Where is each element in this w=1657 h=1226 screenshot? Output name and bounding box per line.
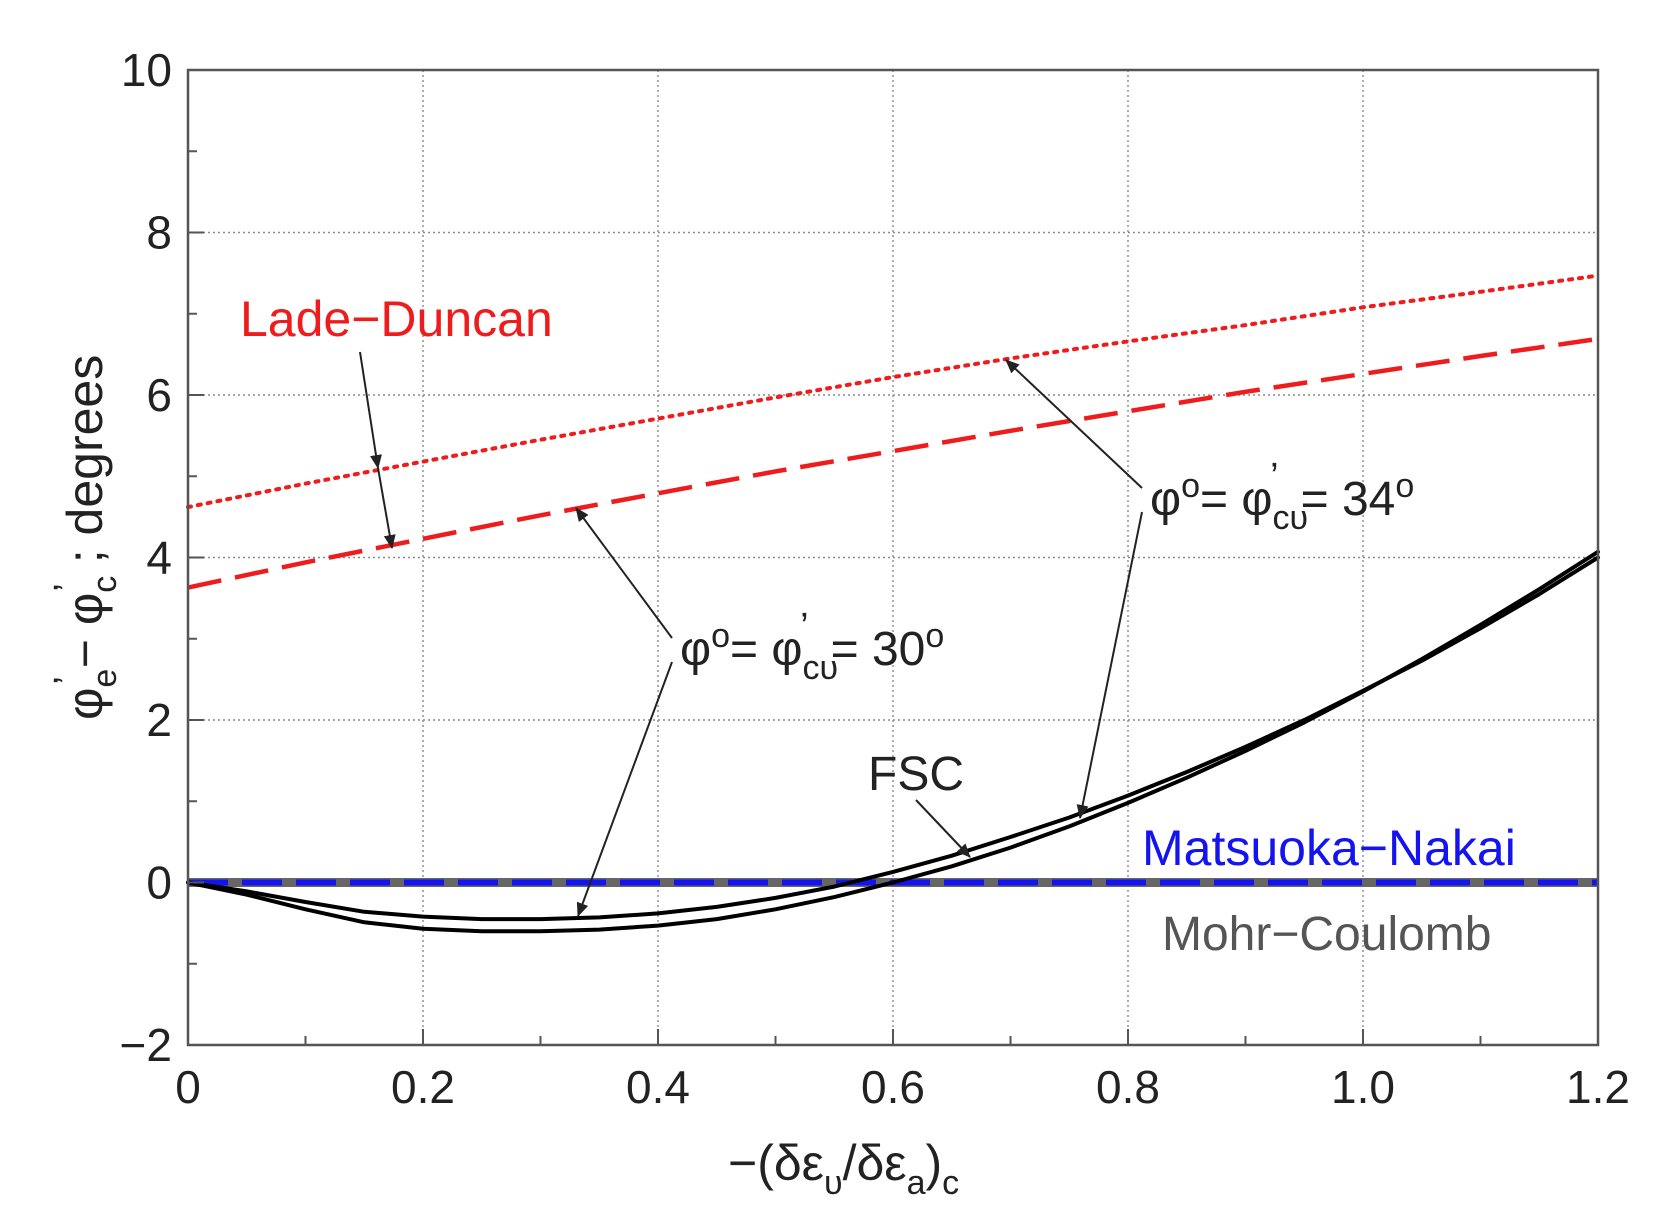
y-tick-label: 0 <box>146 857 172 909</box>
y-tick-label: 2 <box>146 694 172 746</box>
tick-marks <box>187 69 1599 1046</box>
y-tick-label: 8 <box>146 207 172 259</box>
y-tick-label: 6 <box>146 369 172 421</box>
matsuoka-nakai-label: Matsuoka−Nakai <box>1142 820 1516 876</box>
y-tick-label: 10 <box>121 44 172 96</box>
x-axis-label: −(δευ/δεa)c <box>728 1135 959 1202</box>
y-tick-label: −2 <box>120 1019 172 1071</box>
phi-30-label: φo= φcυ’ = 30o <box>680 606 944 687</box>
y-tick-label: 4 <box>146 532 172 584</box>
x-tick-label: 0.2 <box>391 1061 455 1113</box>
x-tick-label: 1.0 <box>1331 1061 1395 1113</box>
series-layer <box>186 273 1600 934</box>
arrow-phi34-fsc <box>1076 511 1143 819</box>
x-tick-label: 1.2 <box>1566 1061 1630 1113</box>
y-axis-label: φe’− φc’; degrees <box>47 355 124 720</box>
annotation-arrows <box>359 351 1143 917</box>
arrow-lade-duncan-dotted <box>359 351 382 469</box>
arrow-phi34-dotted <box>1005 359 1143 489</box>
fsc-label: FSC <box>868 748 964 801</box>
x-tick-label: 0.6 <box>861 1061 925 1113</box>
x-tick-label: 0 <box>175 1061 201 1113</box>
series-line-lade-duncan-30 <box>187 336 1599 590</box>
mohr-coulomb-label: Mohr−Coulomb <box>1162 908 1491 961</box>
arrow-phi30-dashed <box>575 507 673 639</box>
arrow-fsc <box>915 799 971 858</box>
grid <box>188 70 1598 1045</box>
series-line-fsc-34 <box>186 549 1600 934</box>
lade-duncan-label: Lade−Duncan <box>240 291 553 347</box>
x-tick-label: 0.4 <box>626 1061 690 1113</box>
arrow-lade-duncan-dashed <box>377 467 396 549</box>
arrow-phi30-fsc <box>576 661 673 917</box>
series-line-lade-duncan-34 <box>186 273 1600 510</box>
phi-34-label: φo= φcυ’ = 34o <box>1150 456 1414 537</box>
x-tick-label: 0.8 <box>1096 1061 1160 1113</box>
